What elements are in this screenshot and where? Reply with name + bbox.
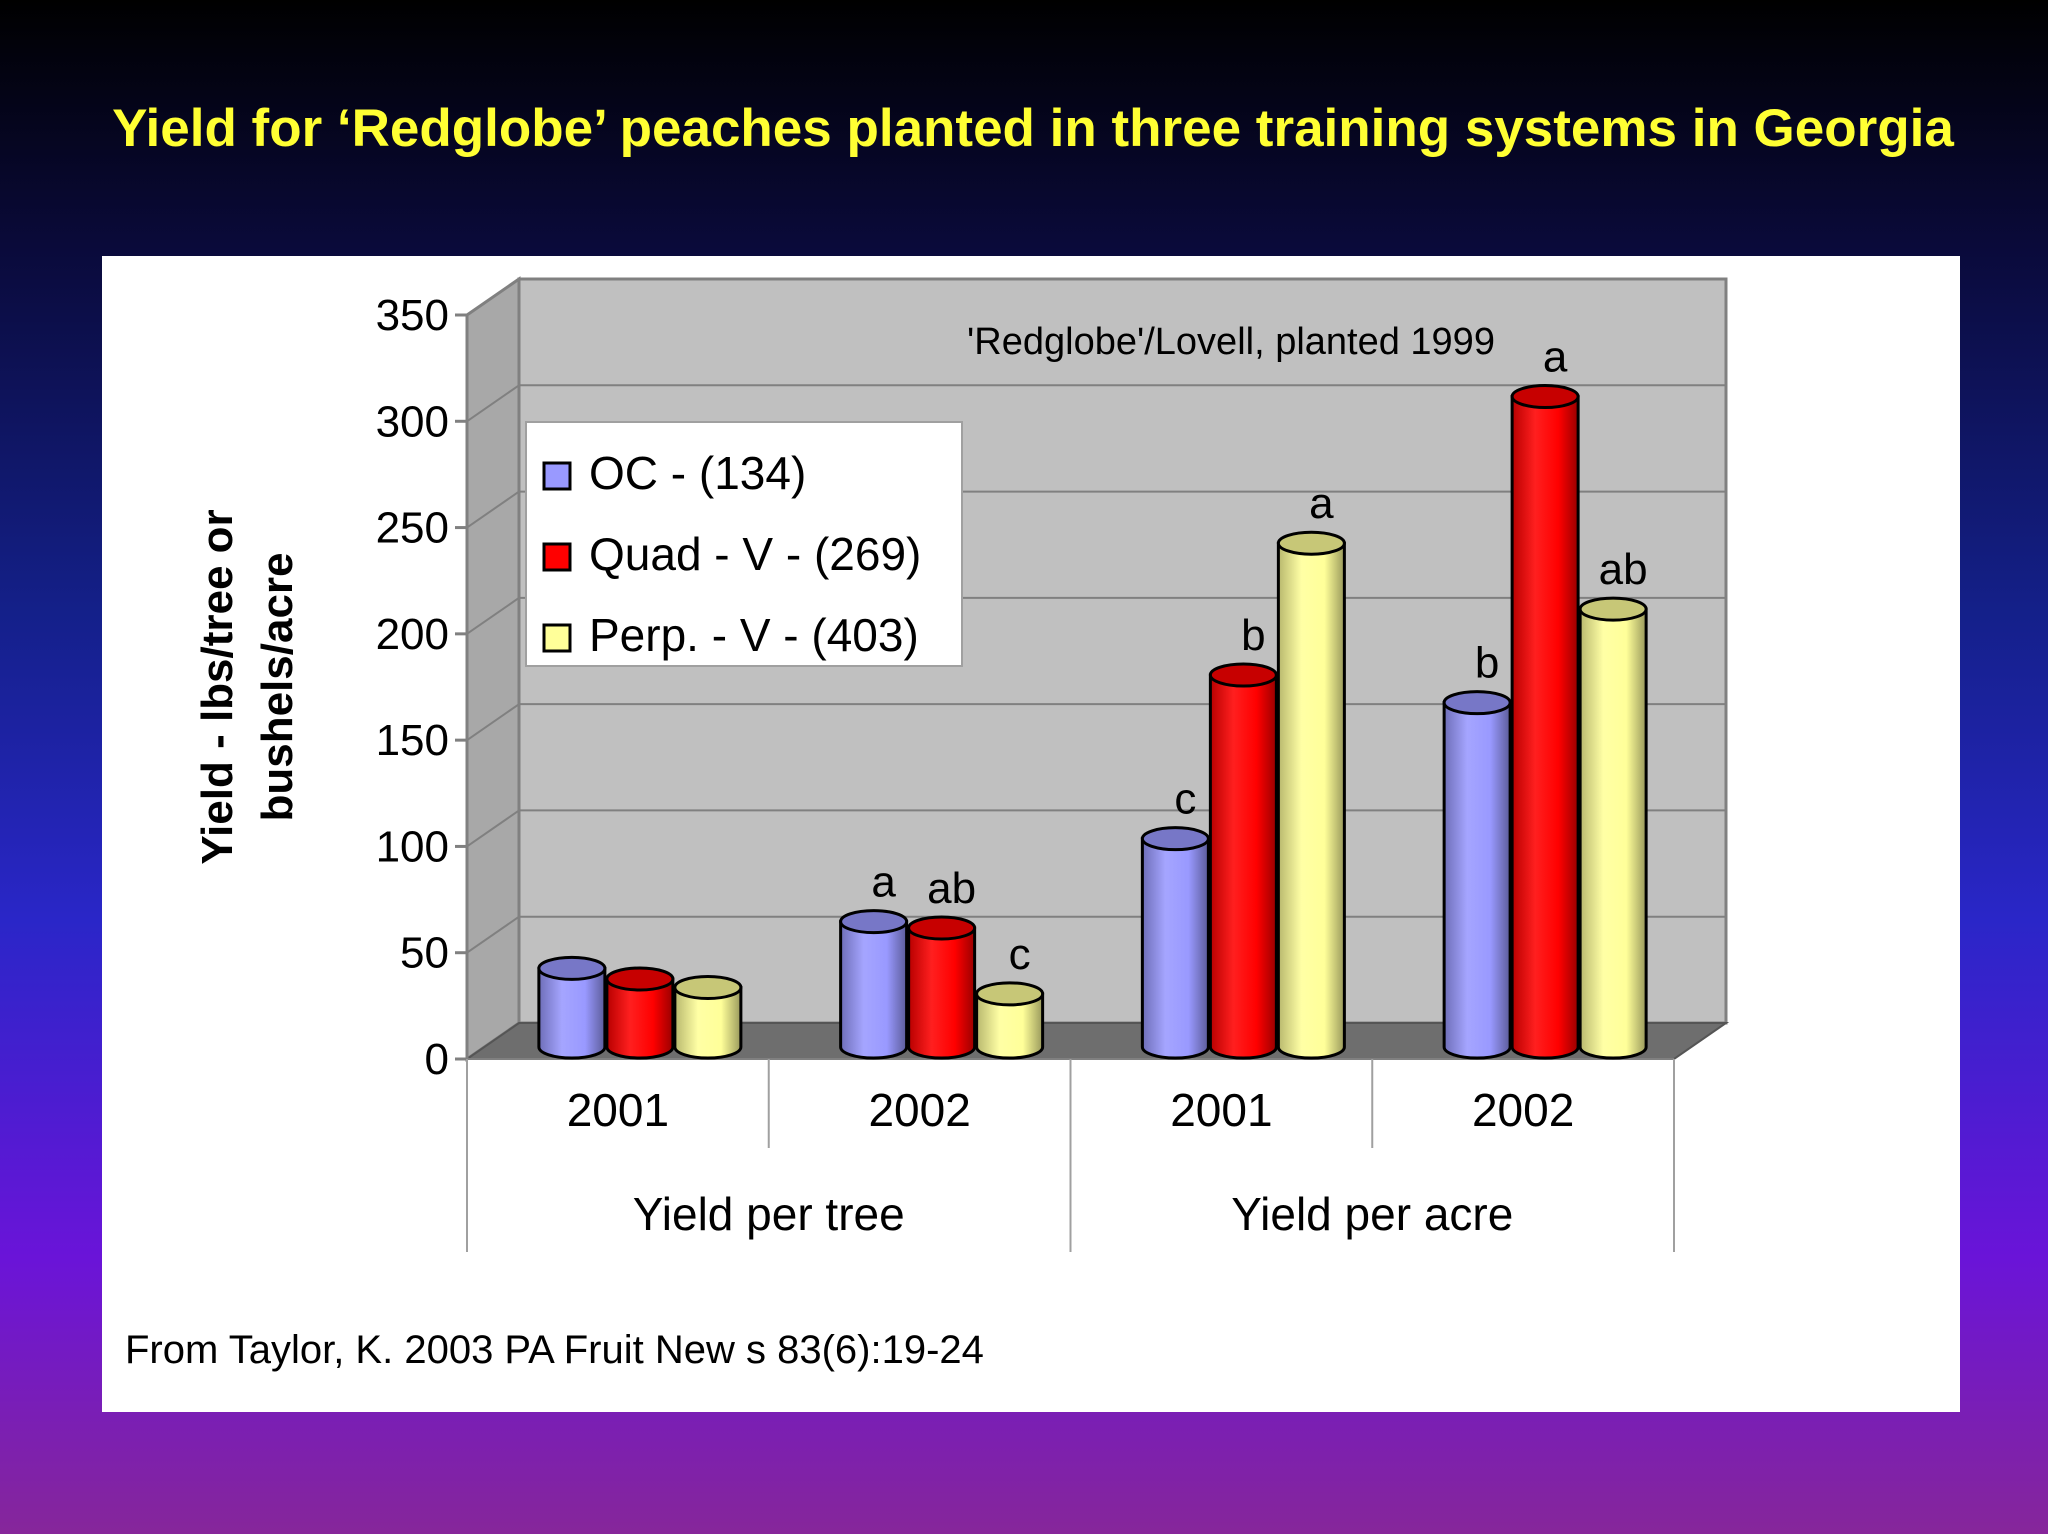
bar-top bbox=[1276, 530, 1346, 556]
bar bbox=[907, 926, 977, 1060]
bar bbox=[1276, 541, 1346, 1060]
legend-swatch bbox=[542, 542, 572, 572]
significance-letter: b bbox=[1475, 639, 1499, 688]
bar-top bbox=[1140, 826, 1210, 852]
y-axis-title: Yield - lbs/tree or bbox=[193, 509, 242, 864]
bar bbox=[1208, 673, 1278, 1060]
y-tick-label: 100 bbox=[376, 822, 449, 871]
x-group-label: Yield per tree bbox=[633, 1188, 905, 1240]
legend-swatch bbox=[542, 623, 572, 653]
x-category-label: 2002 bbox=[1472, 1084, 1574, 1136]
significance-letter: ab bbox=[1599, 545, 1648, 594]
gridline-depth bbox=[466, 703, 520, 741]
bar-top bbox=[1442, 690, 1512, 716]
bar-top bbox=[673, 974, 743, 1000]
bar-top bbox=[907, 915, 977, 941]
bar-top bbox=[605, 966, 675, 992]
gridline-depth bbox=[466, 597, 520, 635]
slide-title: Yield for ‘Redglobe’ peaches planted in … bbox=[112, 99, 1954, 158]
y-tick-label: 350 bbox=[376, 291, 449, 340]
x-category-label: 2001 bbox=[567, 1084, 669, 1136]
bar bbox=[1140, 837, 1210, 1060]
bar bbox=[975, 992, 1045, 1060]
significance-letter: a bbox=[1543, 333, 1568, 382]
chart-panel: 0 50 100 150 200 250 300 350 Yield - lbs/tree or… bbox=[102, 256, 1960, 1412]
y-tick-label: 150 bbox=[376, 716, 449, 765]
y-axis-title: bushels/acre bbox=[253, 552, 302, 821]
bar-top bbox=[839, 909, 909, 935]
x-category-label: 2002 bbox=[868, 1084, 970, 1136]
significance-letter: c bbox=[1174, 775, 1196, 824]
significance-letter: b bbox=[1241, 611, 1265, 660]
y-tick-label: 0 bbox=[425, 1035, 449, 1084]
x-category-label: 2001 bbox=[1170, 1084, 1272, 1136]
bar-top bbox=[1578, 596, 1648, 622]
significance-letter: ab bbox=[927, 864, 976, 913]
gridline-depth bbox=[466, 278, 520, 316]
legend-entry: Quad - V - (269) bbox=[589, 528, 921, 580]
bar bbox=[839, 920, 909, 1060]
gridline-depth bbox=[466, 384, 520, 423]
source-citation: From Taylor, K. 2003 PA Fruit New s 83(6… bbox=[125, 1328, 984, 1372]
bar-top bbox=[1510, 384, 1580, 410]
legend-entry: Perp. - V - (403) bbox=[589, 609, 919, 661]
legend bbox=[525, 421, 963, 667]
significance-letter: a bbox=[871, 858, 896, 907]
chart-side-wall bbox=[465, 276, 521, 1062]
y-tick-label: 50 bbox=[400, 929, 449, 978]
y-tick-label: 300 bbox=[376, 397, 449, 446]
x-group-label: Yield per acre bbox=[1231, 1188, 1513, 1240]
bar-top bbox=[975, 981, 1045, 1007]
bar bbox=[1578, 607, 1648, 1060]
chart-annotation: 'Redglobe'/Lovell, planted 1999 bbox=[967, 321, 1495, 363]
significance-letter: c bbox=[1009, 930, 1031, 979]
gridline-depth bbox=[466, 915, 520, 954]
bar bbox=[1442, 701, 1512, 1060]
bar bbox=[673, 985, 743, 1060]
bar-top bbox=[1208, 662, 1278, 688]
yield-chart: 0 50 100 150 200 250 300 350 Yield - lbs/tree or… bbox=[193, 276, 1730, 1252]
bar bbox=[1510, 395, 1580, 1060]
y-tick-label: 250 bbox=[376, 504, 449, 553]
significance-letter: a bbox=[1309, 479, 1334, 528]
gridline-depth bbox=[466, 809, 520, 848]
bar-top bbox=[537, 955, 607, 981]
bar bbox=[605, 977, 675, 1060]
legend-swatch bbox=[542, 461, 572, 491]
gridline-depth bbox=[466, 490, 520, 529]
bar bbox=[537, 966, 607, 1060]
y-tick-label: 200 bbox=[376, 610, 449, 659]
legend-entry: OC - (134) bbox=[589, 447, 806, 499]
